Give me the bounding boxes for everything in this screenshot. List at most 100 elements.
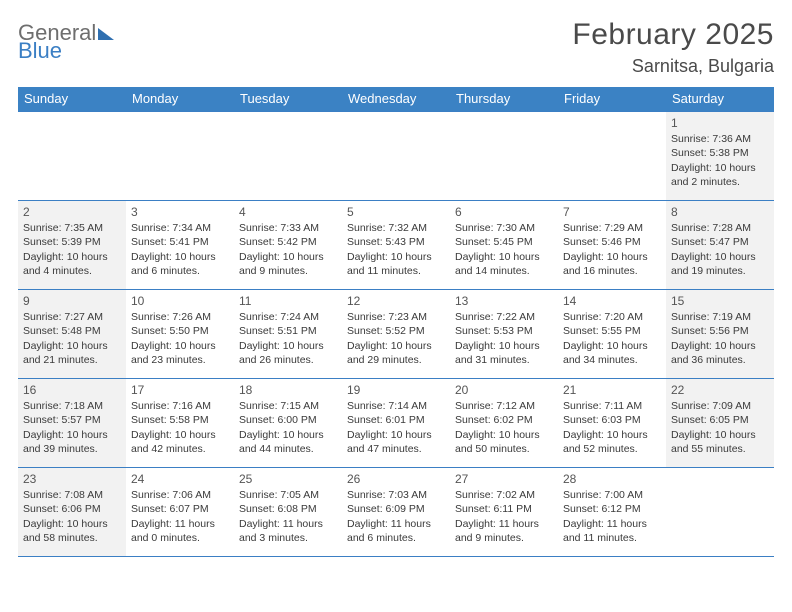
- day-number: 1: [671, 115, 769, 131]
- week-row: 16Sunrise: 7:18 AMSunset: 5:57 PMDayligh…: [18, 378, 774, 467]
- day-number: 3: [131, 204, 229, 220]
- sunrise-line: Sunrise: 7:27 AM: [23, 310, 121, 324]
- daylight-line: Daylight: 10 hours and 50 minutes.: [455, 428, 553, 456]
- dow-cell: Wednesday: [342, 87, 450, 111]
- dow-header-row: SundayMondayTuesdayWednesdayThursdayFrid…: [18, 87, 774, 111]
- daylight-line: Daylight: 10 hours and 16 minutes.: [563, 250, 661, 278]
- day-cell: 17Sunrise: 7:16 AMSunset: 5:58 PMDayligh…: [126, 379, 234, 467]
- month-title: February 2025: [572, 18, 774, 52]
- sunrise-line: Sunrise: 7:11 AM: [563, 399, 661, 413]
- day-cell: [342, 112, 450, 200]
- sunrise-line: Sunrise: 7:22 AM: [455, 310, 553, 324]
- day-cell: 14Sunrise: 7:20 AMSunset: 5:55 PMDayligh…: [558, 290, 666, 378]
- sunset-line: Sunset: 6:01 PM: [347, 413, 445, 427]
- sunrise-line: Sunrise: 7:34 AM: [131, 221, 229, 235]
- day-number: 20: [455, 382, 553, 398]
- daylight-line: Daylight: 10 hours and 26 minutes.: [239, 339, 337, 367]
- day-cell: [18, 112, 126, 200]
- sunrise-line: Sunrise: 7:36 AM: [671, 132, 769, 146]
- day-number: 23: [23, 471, 121, 487]
- sunset-line: Sunset: 6:09 PM: [347, 502, 445, 516]
- sunset-line: Sunset: 5:45 PM: [455, 235, 553, 249]
- daylight-line: Daylight: 10 hours and 47 minutes.: [347, 428, 445, 456]
- sunset-line: Sunset: 5:57 PM: [23, 413, 121, 427]
- sunrise-line: Sunrise: 7:06 AM: [131, 488, 229, 502]
- day-cell: 23Sunrise: 7:08 AMSunset: 6:06 PMDayligh…: [18, 468, 126, 556]
- day-number: 14: [563, 293, 661, 309]
- dow-cell: Tuesday: [234, 87, 342, 111]
- daylight-line: Daylight: 10 hours and 11 minutes.: [347, 250, 445, 278]
- day-cell: 1Sunrise: 7:36 AMSunset: 5:38 PMDaylight…: [666, 112, 774, 200]
- daylight-line: Daylight: 10 hours and 21 minutes.: [23, 339, 121, 367]
- daylight-line: Daylight: 11 hours and 9 minutes.: [455, 517, 553, 545]
- day-number: 15: [671, 293, 769, 309]
- sunset-line: Sunset: 6:00 PM: [239, 413, 337, 427]
- daylight-line: Daylight: 10 hours and 39 minutes.: [23, 428, 121, 456]
- day-number: 24: [131, 471, 229, 487]
- title-block: February 2025 Sarnitsa, Bulgaria: [572, 18, 774, 77]
- sunset-line: Sunset: 6:02 PM: [455, 413, 553, 427]
- sunset-line: Sunset: 6:07 PM: [131, 502, 229, 516]
- sunrise-line: Sunrise: 7:18 AM: [23, 399, 121, 413]
- day-cell: [558, 112, 666, 200]
- daylight-line: Daylight: 10 hours and 19 minutes.: [671, 250, 769, 278]
- sunset-line: Sunset: 5:46 PM: [563, 235, 661, 249]
- sunrise-line: Sunrise: 7:32 AM: [347, 221, 445, 235]
- day-number: 28: [563, 471, 661, 487]
- daylight-line: Daylight: 10 hours and 44 minutes.: [239, 428, 337, 456]
- sunrise-line: Sunrise: 7:23 AM: [347, 310, 445, 324]
- sunrise-line: Sunrise: 7:19 AM: [671, 310, 769, 324]
- sunrise-line: Sunrise: 7:24 AM: [239, 310, 337, 324]
- day-cell: 16Sunrise: 7:18 AMSunset: 5:57 PMDayligh…: [18, 379, 126, 467]
- sunset-line: Sunset: 5:47 PM: [671, 235, 769, 249]
- sunset-line: Sunset: 5:38 PM: [671, 146, 769, 160]
- day-cell: 26Sunrise: 7:03 AMSunset: 6:09 PMDayligh…: [342, 468, 450, 556]
- day-cell: 9Sunrise: 7:27 AMSunset: 5:48 PMDaylight…: [18, 290, 126, 378]
- dow-cell: Monday: [126, 87, 234, 111]
- dow-cell: Thursday: [450, 87, 558, 111]
- day-number: 2: [23, 204, 121, 220]
- daylight-line: Daylight: 11 hours and 11 minutes.: [563, 517, 661, 545]
- day-number: 21: [563, 382, 661, 398]
- sunrise-line: Sunrise: 7:00 AM: [563, 488, 661, 502]
- day-number: 5: [347, 204, 445, 220]
- sunset-line: Sunset: 5:48 PM: [23, 324, 121, 338]
- day-number: 6: [455, 204, 553, 220]
- day-cell: 22Sunrise: 7:09 AMSunset: 6:05 PMDayligh…: [666, 379, 774, 467]
- daylight-line: Daylight: 10 hours and 6 minutes.: [131, 250, 229, 278]
- day-cell: 18Sunrise: 7:15 AMSunset: 6:00 PMDayligh…: [234, 379, 342, 467]
- day-cell: 5Sunrise: 7:32 AMSunset: 5:43 PMDaylight…: [342, 201, 450, 289]
- day-cell: 11Sunrise: 7:24 AMSunset: 5:51 PMDayligh…: [234, 290, 342, 378]
- calendar-bottom-rule: [18, 556, 774, 557]
- day-cell: [234, 112, 342, 200]
- daylight-line: Daylight: 10 hours and 14 minutes.: [455, 250, 553, 278]
- sunset-line: Sunset: 5:42 PM: [239, 235, 337, 249]
- sunrise-line: Sunrise: 7:29 AM: [563, 221, 661, 235]
- daylight-line: Daylight: 10 hours and 58 minutes.: [23, 517, 121, 545]
- day-number: 13: [455, 293, 553, 309]
- week-row: 1Sunrise: 7:36 AMSunset: 5:38 PMDaylight…: [18, 111, 774, 200]
- day-number: 8: [671, 204, 769, 220]
- daylight-line: Daylight: 11 hours and 3 minutes.: [239, 517, 337, 545]
- day-number: 22: [671, 382, 769, 398]
- week-row: 23Sunrise: 7:08 AMSunset: 6:06 PMDayligh…: [18, 467, 774, 556]
- sunset-line: Sunset: 6:03 PM: [563, 413, 661, 427]
- sunrise-line: Sunrise: 7:30 AM: [455, 221, 553, 235]
- sunset-line: Sunset: 5:41 PM: [131, 235, 229, 249]
- sunset-line: Sunset: 5:56 PM: [671, 324, 769, 338]
- day-cell: 3Sunrise: 7:34 AMSunset: 5:41 PMDaylight…: [126, 201, 234, 289]
- day-cell: [450, 112, 558, 200]
- day-cell: 7Sunrise: 7:29 AMSunset: 5:46 PMDaylight…: [558, 201, 666, 289]
- sunrise-line: Sunrise: 7:02 AM: [455, 488, 553, 502]
- day-number: 4: [239, 204, 337, 220]
- location-label: Sarnitsa, Bulgaria: [572, 56, 774, 77]
- sunset-line: Sunset: 6:08 PM: [239, 502, 337, 516]
- day-cell: [126, 112, 234, 200]
- sunrise-line: Sunrise: 7:28 AM: [671, 221, 769, 235]
- sunset-line: Sunset: 5:50 PM: [131, 324, 229, 338]
- daylight-line: Daylight: 10 hours and 29 minutes.: [347, 339, 445, 367]
- day-cell: 8Sunrise: 7:28 AMSunset: 5:47 PMDaylight…: [666, 201, 774, 289]
- daylight-line: Daylight: 10 hours and 4 minutes.: [23, 250, 121, 278]
- daylight-line: Daylight: 10 hours and 55 minutes.: [671, 428, 769, 456]
- daylight-line: Daylight: 10 hours and 36 minutes.: [671, 339, 769, 367]
